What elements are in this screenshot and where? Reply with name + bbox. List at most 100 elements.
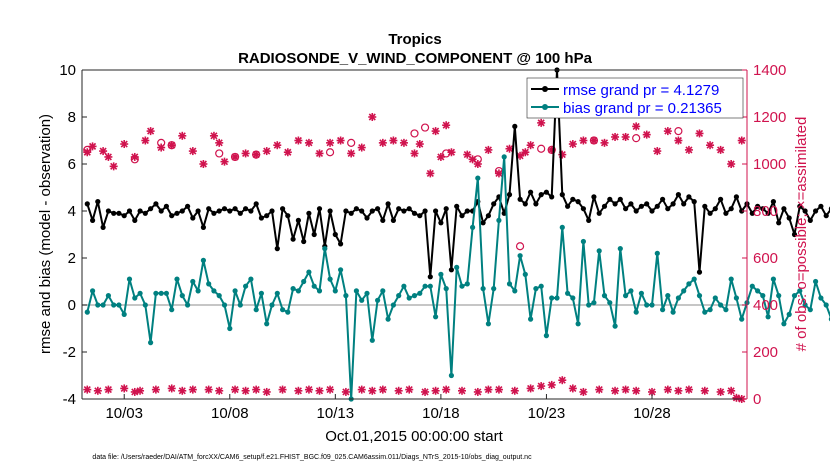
bias-point <box>411 293 418 299</box>
obs-assimilated-marker-d2 <box>337 136 345 145</box>
y-tick-label: 8 <box>68 109 76 126</box>
obs-assimilated-marker <box>188 147 197 156</box>
rmse-point <box>301 238 307 245</box>
bias-point <box>375 297 381 303</box>
obs-count-marker-d2 <box>727 387 735 395</box>
obs-assimilated-marker-d2 <box>437 153 445 161</box>
rmse-point <box>485 213 491 219</box>
rmse-point <box>311 231 317 238</box>
obs-assimilated-marker <box>716 145 725 154</box>
obs-assimilated-marker <box>378 138 387 147</box>
obs-assimilated-marker-d2 <box>252 151 260 159</box>
bias-point <box>454 264 460 270</box>
rmse-point <box>269 208 275 214</box>
bias-point <box>459 283 465 289</box>
rmse-point <box>454 203 460 209</box>
obs-count-marker-d2 <box>405 386 413 394</box>
rmse-point <box>105 208 111 214</box>
bias-point <box>739 316 745 322</box>
y2-tick-label: 0 <box>753 391 761 408</box>
rmse-point <box>253 201 259 207</box>
bias-point <box>438 271 444 277</box>
bias-point <box>681 288 687 294</box>
obs-count-marker <box>151 385 160 394</box>
obs-assimilated-marker-d2 <box>447 148 456 156</box>
rmse-point <box>274 246 280 252</box>
y-tick-label: 2 <box>68 250 76 267</box>
rmse-point <box>491 201 497 207</box>
bias-point <box>612 323 618 329</box>
obs-count-marker <box>294 386 303 395</box>
rmse-point <box>823 213 829 219</box>
obs-count-marker <box>621 385 630 394</box>
obs-count-marker-d2 <box>136 387 144 395</box>
bias-point <box>686 281 692 287</box>
obs-assimilated-marker <box>426 169 435 178</box>
obs-assimilated-marker <box>521 148 530 157</box>
obs-count-marker <box>278 385 287 394</box>
obs-assimilated-marker-d2 <box>527 141 535 149</box>
obs-assimilated-marker <box>146 127 155 136</box>
obs-assimilated-marker-d2 <box>315 149 324 157</box>
bias-point <box>765 314 771 320</box>
bias-point <box>538 283 544 289</box>
bias-point <box>327 276 333 282</box>
bias-point <box>142 302 148 308</box>
rmse-point <box>591 194 597 200</box>
obs-count-marker <box>104 385 113 394</box>
obs-assimilated-marker <box>632 122 641 131</box>
bias-point <box>644 302 650 308</box>
y2-tick-label: 1400 <box>753 62 786 79</box>
obs-assimilated-marker-d2 <box>685 146 693 154</box>
bias-point <box>654 250 660 256</box>
y2-tick-label: 200 <box>753 344 778 361</box>
rmse-point <box>464 208 470 214</box>
bias-point <box>427 283 433 289</box>
bias-point <box>200 257 206 263</box>
bias-point <box>607 300 613 306</box>
bias-point <box>470 224 476 230</box>
obs-assimilated-marker <box>579 136 588 145</box>
obs-count-marker-d2 <box>569 384 577 392</box>
obs-possible-marker <box>515 242 525 251</box>
obs-assimilated-marker-d2 <box>579 136 587 145</box>
rmse-point <box>712 206 718 212</box>
obs-assimilated-marker <box>215 138 224 147</box>
rmse-point <box>760 206 766 212</box>
obs-assimilated-marker-d2 <box>88 142 97 150</box>
obs-assimilated-marker <box>326 138 335 147</box>
rmse-point <box>406 206 412 212</box>
rmse-point <box>306 210 312 216</box>
bias-point <box>306 269 312 275</box>
bias-point <box>311 283 317 289</box>
rmse-point <box>776 220 782 226</box>
rmse-point <box>628 201 634 207</box>
bias-point <box>433 314 439 320</box>
bias-point <box>84 309 90 315</box>
x-axis-label: Oct.01,2015 00:00:00 start <box>325 428 503 445</box>
obs-count-marker-d2 <box>120 384 128 392</box>
bias-point <box>786 311 792 317</box>
obs-count-marker <box>510 386 519 395</box>
obs-count-marker <box>326 385 335 394</box>
obs-assimilated-marker <box>447 148 456 157</box>
rmse-point <box>174 210 180 216</box>
obs-count-marker-d2 <box>368 387 376 395</box>
obs-count-marker <box>727 386 736 395</box>
rmse-point <box>438 220 444 226</box>
bias-point <box>396 293 402 299</box>
obs-assimilated-marker <box>442 121 451 130</box>
footer-file: data file: /Users/raeder/DAI/ATM_forcXX/… <box>92 454 532 461</box>
bias-point <box>522 271 528 277</box>
obs-assimilated-marker-d2 <box>706 141 714 149</box>
bias-point <box>417 290 423 296</box>
rmse-point <box>522 201 528 207</box>
obs-assimilated-marker-d2 <box>674 136 682 145</box>
rmse-point <box>132 217 138 223</box>
obs-assimilated-marker <box>220 157 229 166</box>
obs-assimilated-marker-d2 <box>178 132 186 140</box>
obs-count-marker-d2 <box>83 386 91 394</box>
rmse-point <box>95 199 101 205</box>
rmse-point <box>390 217 396 223</box>
obs-count-marker-d2 <box>527 384 535 392</box>
